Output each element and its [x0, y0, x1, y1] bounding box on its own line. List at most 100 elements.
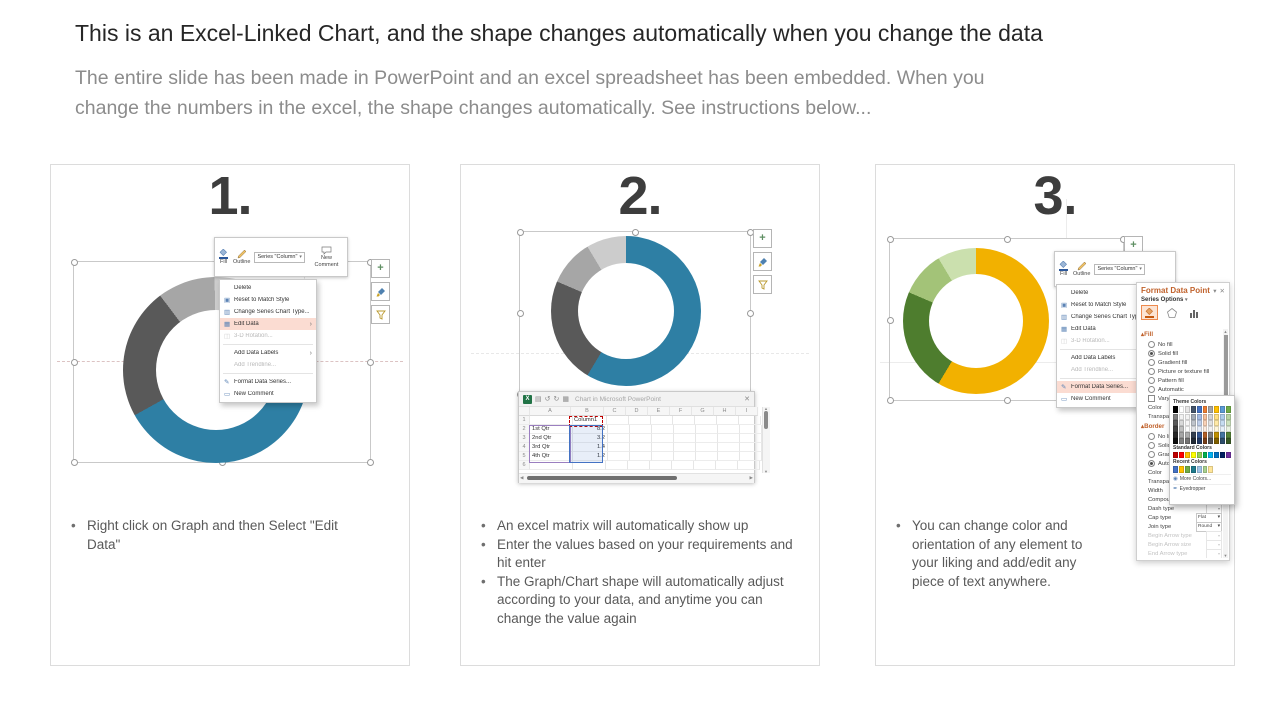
donut-chart[interactable]	[903, 248, 1049, 394]
color-swatch[interactable]	[1202, 466, 1208, 473]
menu-item-delete[interactable]: Delete	[220, 282, 316, 294]
series-options-tab[interactable]	[1185, 305, 1202, 320]
selection-handle[interactable]	[632, 229, 639, 236]
excel-cell[interactable]	[652, 452, 674, 461]
color-swatch[interactable]	[1226, 413, 1231, 420]
color-swatch[interactable]	[1208, 425, 1214, 432]
color-swatch[interactable]	[1220, 437, 1226, 444]
excel-column-header[interactable]: B	[571, 407, 604, 416]
color-swatch[interactable]	[1190, 419, 1196, 426]
excel-cell[interactable]	[573, 461, 606, 470]
radio-unselected[interactable]	[1148, 451, 1155, 458]
color-swatch[interactable]	[1214, 413, 1220, 420]
color-swatch[interactable]	[1184, 431, 1190, 438]
selection-handle[interactable]	[367, 459, 374, 466]
outline-button[interactable]: Outline	[1073, 261, 1090, 277]
excel-cell[interactable]	[696, 434, 718, 443]
menu-item-add-data-labels[interactable]: Add Data Labels ›	[220, 347, 316, 359]
selection-handle[interactable]	[1003, 236, 1011, 243]
menu-item-new-comment[interactable]: ▭ New Comment	[220, 388, 316, 400]
color-swatch[interactable]	[1208, 413, 1214, 420]
excel-cell[interactable]: 3.2	[573, 434, 608, 443]
excel-cell[interactable]: 4th Qtr	[530, 452, 573, 461]
excel-cell[interactable]	[652, 425, 674, 434]
excel-cell[interactable]	[718, 425, 740, 434]
excel-column-header[interactable]: G	[692, 407, 714, 416]
excel-column-header[interactable]: D	[626, 407, 648, 416]
color-swatch[interactable]	[1220, 425, 1226, 432]
color-swatch[interactable]	[1214, 431, 1220, 438]
excel-cell[interactable]	[608, 434, 630, 443]
excel-cell[interactable]	[530, 416, 573, 425]
selection-handle[interactable]	[887, 316, 894, 324]
color-swatch[interactable]	[1196, 419, 1202, 426]
color-swatch[interactable]	[1173, 431, 1178, 438]
excel-cell[interactable]	[718, 443, 740, 452]
color-swatch[interactable]	[1202, 437, 1208, 444]
option-automatic[interactable]: Automatic	[1139, 385, 1222, 394]
excel-cell[interactable]	[652, 443, 674, 452]
scroll-up-icon[interactable]: ▲	[764, 406, 768, 411]
excel-cell[interactable]	[608, 443, 630, 452]
menu-item-delete[interactable]: Delete	[1057, 287, 1153, 299]
color-swatch[interactable]	[1173, 413, 1178, 420]
selection-handle[interactable]	[887, 397, 894, 404]
excel-cell[interactable]	[739, 416, 761, 425]
radio-unselected[interactable]	[1148, 377, 1155, 384]
color-swatch[interactable]	[1178, 437, 1184, 444]
eyedropper-item[interactable]: ✒ Eyedropper	[1173, 483, 1231, 493]
chart-filters-button[interactable]	[371, 305, 390, 324]
color-swatch[interactable]	[1190, 466, 1196, 473]
option-no-line[interactable]: No line	[1139, 432, 1222, 441]
excel-cell[interactable]	[630, 425, 652, 434]
selection-handle[interactable]	[71, 259, 78, 266]
option-no-fill[interactable]: No fill	[1139, 340, 1222, 349]
color-swatch[interactable]	[1202, 451, 1208, 458]
color-swatch[interactable]	[1173, 466, 1178, 473]
excel-cell[interactable]	[716, 461, 738, 470]
color-swatch[interactable]	[1208, 419, 1214, 426]
color-swatch[interactable]	[1184, 419, 1190, 426]
series-dropdown[interactable]: Series "Column" ▾	[254, 251, 305, 263]
color-swatch[interactable]	[1208, 466, 1214, 473]
color-swatch[interactable]	[1220, 451, 1226, 458]
color-swatch[interactable]	[1178, 425, 1184, 432]
chart-styles-button[interactable]	[371, 282, 390, 301]
excel-cell[interactable]: 1.4	[573, 443, 608, 452]
color-swatch[interactable]	[1226, 406, 1231, 413]
color-swatch[interactable]	[1226, 431, 1231, 438]
fill-line-tab[interactable]	[1141, 305, 1158, 320]
undo-icon[interactable]: ↺	[544, 395, 551, 403]
excel-column-header[interactable]: A	[530, 407, 571, 416]
menu-item-format-data-series[interactable]: ✎ Format Data Series...	[1057, 381, 1153, 393]
excel-cell[interactable]	[695, 416, 717, 425]
excel-cell[interactable]: Column1	[573, 416, 607, 425]
excel-cell[interactable]	[718, 452, 740, 461]
excel-column-header[interactable]: H	[714, 407, 736, 416]
selection-handle[interactable]	[367, 359, 374, 366]
color-swatch[interactable]	[1184, 425, 1190, 432]
color-swatch[interactable]	[1202, 413, 1208, 420]
excel-column-header[interactable]: I	[736, 407, 758, 416]
radio-unselected[interactable]	[1148, 442, 1155, 449]
selection-handle[interactable]	[71, 359, 78, 366]
excel-cell[interactable]: 3rd Qtr	[530, 443, 573, 452]
excel-cell[interactable]	[740, 434, 762, 443]
menu-item-change-series-chart-type[interactable]: ▥ Change Series Chart Type...	[1057, 311, 1153, 323]
option-pattern-fill[interactable]: Pattern fill	[1139, 376, 1222, 385]
color-swatch[interactable]	[1178, 406, 1184, 413]
color-swatch[interactable]	[1196, 406, 1202, 413]
color-swatch[interactable]	[1226, 451, 1231, 458]
scroll-right-icon[interactable]: ▶	[749, 475, 753, 480]
color-swatch[interactable]	[1208, 451, 1214, 458]
color-swatch[interactable]	[1190, 413, 1196, 420]
color-swatch[interactable]	[1220, 431, 1226, 438]
color-swatch[interactable]	[1173, 406, 1178, 413]
color-swatch[interactable]	[1184, 451, 1190, 458]
menu-item-new-comment[interactable]: ▭ New Comment	[1057, 393, 1153, 405]
excel-column-header[interactable]: E	[648, 407, 670, 416]
color-swatch[interactable]	[1220, 406, 1226, 413]
excel-grid[interactable]: A B C D E F G H I 1 Column1 2 1st Qtr 8.2 3 2nd Qtr 3.2 4…	[519, 407, 762, 473]
selection-handle[interactable]	[1003, 397, 1011, 404]
excel-cell[interactable]	[740, 452, 762, 461]
